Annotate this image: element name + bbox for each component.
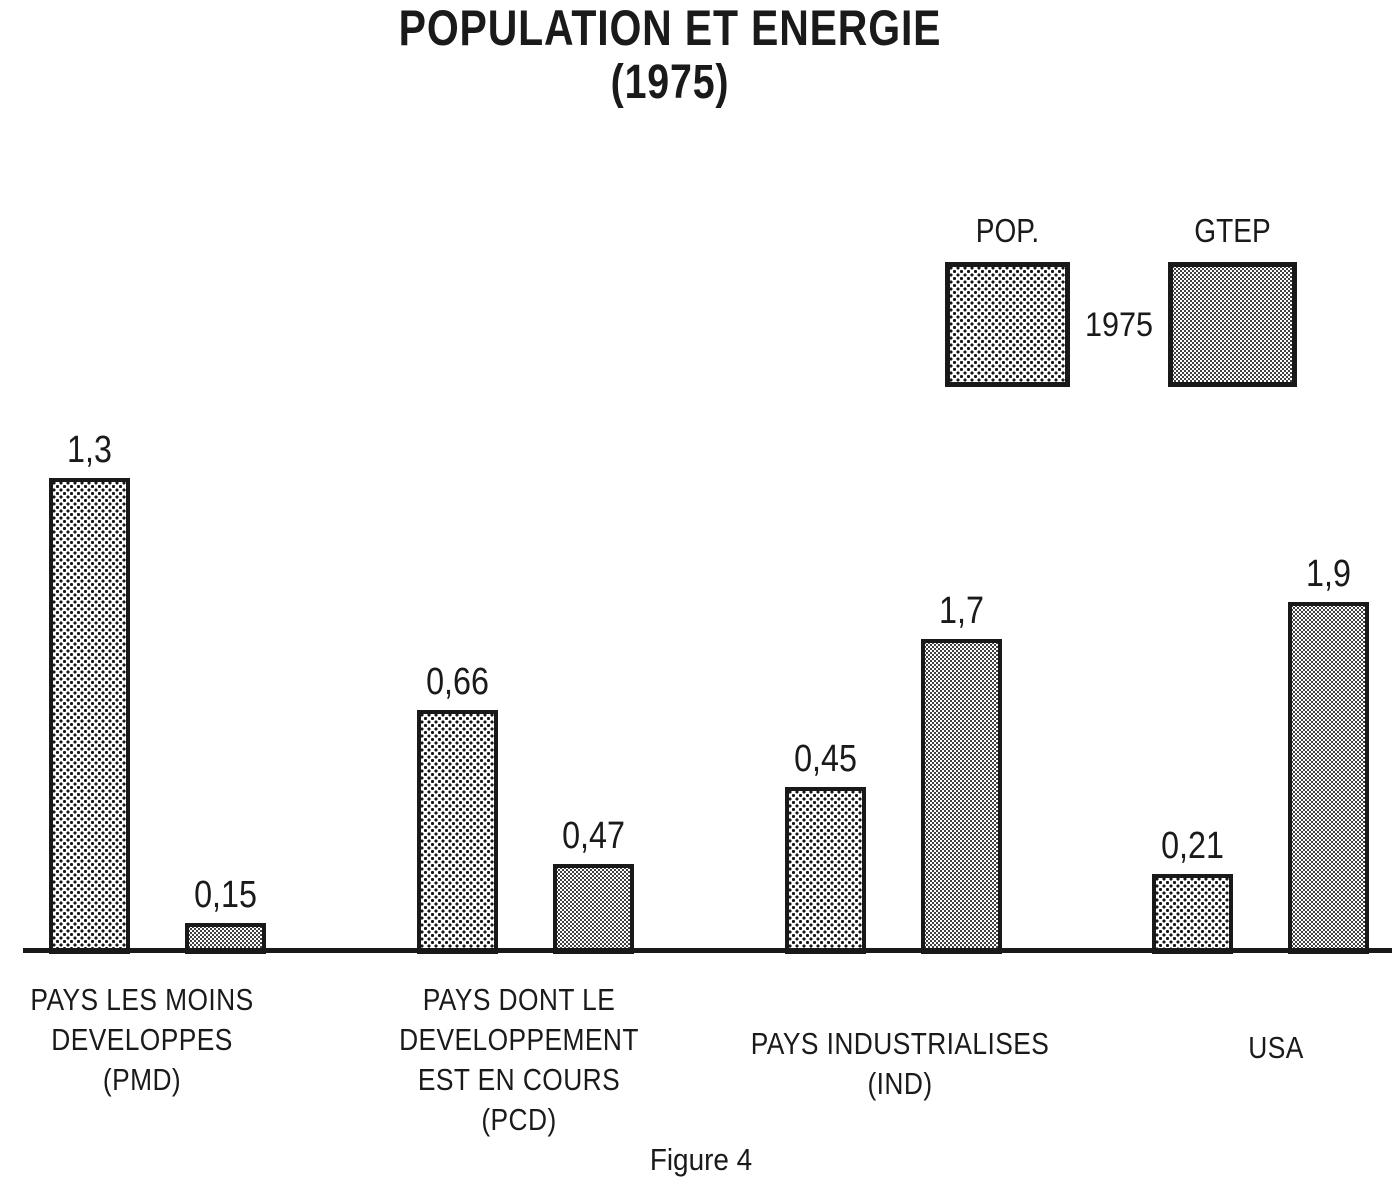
value-label-gtep-pcd: 0,47 <box>561 815 625 857</box>
category-label-pmd: PAYS LES MOINS DEVELOPPES (PMD) <box>0 980 295 1100</box>
bar-gtep-ind <box>920 639 1002 954</box>
legend-gtep-label: GTEP <box>1194 212 1271 249</box>
category-label-line: USA <box>1248 1030 1304 1065</box>
legend: POP. GTEP 1975 <box>945 212 1297 392</box>
value-label-pop-ind: 0,45 <box>793 738 857 780</box>
category-label-line: (PCD) <box>481 1102 557 1137</box>
category-label-line: DEVELOPPES <box>51 1022 233 1057</box>
bar-gtep-usa <box>1287 602 1369 954</box>
legend-gtep-swatch <box>1168 262 1297 387</box>
bar-pop-ind <box>784 787 866 954</box>
value-label-pop-pmd: 1,3 <box>66 429 112 471</box>
legend-year-label: 1975 <box>1084 306 1154 344</box>
category-label-line: (PMD) <box>102 1062 182 1097</box>
chart-title: POPULATION ET ENERGIE <box>398 0 942 56</box>
value-label-gtep-pmd: 0,15 <box>193 874 257 916</box>
value-label-pop-usa: 0,21 <box>1160 825 1224 867</box>
bar-pop-usa <box>1151 874 1233 954</box>
category-label-line: PAYS INDUSTRIALISES <box>750 1026 1050 1061</box>
chart-subtitle-year: (1975) <box>610 56 730 109</box>
category-label-line: (IND) <box>867 1066 933 1101</box>
legend-pop-swatch <box>945 262 1070 387</box>
category-label-pcd: PAYS DONT LE DEVELOPPEMENT EST EN COURS (PC… <box>366 980 672 1140</box>
category-label-line: PAYS DONT LE <box>422 982 616 1017</box>
value-label-gtep-usa: 1,9 <box>1305 553 1351 595</box>
category-label-ind: PAYS INDUSTRIALISES (IND) <box>747 1024 1053 1104</box>
bar-gtep-pcd <box>552 864 634 954</box>
category-label-line: PAYS LES MOINS <box>30 982 254 1017</box>
figure-caption: Figure 4 <box>649 1142 753 1177</box>
category-label-usa: USA <box>1123 1028 1395 1068</box>
chart-title-block: POPULATION ET ENERGIE (1975) <box>0 2 1340 108</box>
legend-pop-label: POP. <box>975 212 1040 249</box>
x-axis-baseline <box>23 948 1392 953</box>
category-label-line: EST EN COURS <box>417 1062 621 1097</box>
bar-pop-pcd <box>416 710 498 954</box>
bar-gtep-pmd <box>184 923 266 954</box>
bar-pop-pmd <box>48 478 130 954</box>
value-label-pop-pcd: 0,66 <box>425 661 489 703</box>
value-label-gtep-ind: 1,7 <box>938 590 984 632</box>
category-label-line: DEVELOPPEMENT <box>399 1022 639 1057</box>
